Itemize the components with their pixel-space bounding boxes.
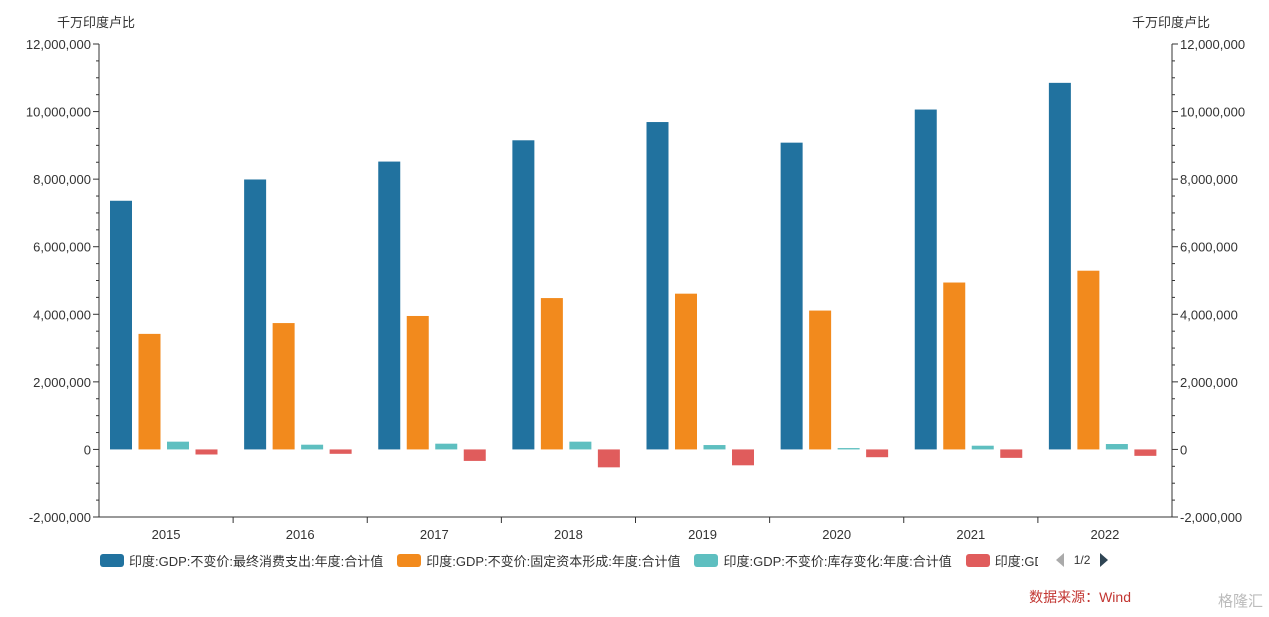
bar xyxy=(597,449,620,468)
legend-prev-icon[interactable] xyxy=(1055,553,1064,567)
legend-swatch xyxy=(965,553,990,567)
x-tick-label: 2021 xyxy=(956,527,985,542)
legend-swatch xyxy=(397,553,422,567)
left-axis-unit: 千万印度卢比 xyxy=(57,15,136,30)
bar xyxy=(1000,449,1023,458)
right-y-tick-label: -2,000,000 xyxy=(1180,510,1242,525)
bar xyxy=(914,109,937,450)
bar xyxy=(195,449,218,455)
legend-label: 印度:GDP:不 xyxy=(994,553,1038,569)
right-y-tick-label: 8,000,000 xyxy=(1180,172,1238,187)
x-tick-label: 2022 xyxy=(1090,527,1119,542)
bar xyxy=(1134,449,1157,456)
bar xyxy=(1077,270,1100,450)
right-y-tick-label: 10,000,000 xyxy=(1180,105,1245,120)
bar xyxy=(971,445,994,450)
bar xyxy=(809,310,832,450)
x-tick-label: 2017 xyxy=(420,527,449,542)
legend-label: 印度:GDP:不变价:库存变化:年度:合计值 xyxy=(723,553,952,569)
bar xyxy=(1048,82,1071,450)
x-tick-label: 2015 xyxy=(152,527,181,542)
bar xyxy=(329,449,352,454)
bar xyxy=(512,140,535,450)
watermark-logo: 格隆汇 xyxy=(1217,593,1263,610)
right-y-tick-label: 0 xyxy=(1180,442,1187,457)
legend-item-fourth[interactable]: 印度:GDP:不 xyxy=(965,551,1038,570)
bar xyxy=(866,449,889,458)
right-y-tick-label: 6,000,000 xyxy=(1180,240,1238,255)
bar xyxy=(569,441,592,450)
bar xyxy=(837,448,860,450)
bar xyxy=(463,449,486,461)
left-y-tick-label: -2,000,000 xyxy=(29,510,91,525)
bar xyxy=(272,323,295,450)
right-y-tick-label: 2,000,000 xyxy=(1180,375,1238,390)
left-y-tick-label: 6,000,000 xyxy=(33,240,91,255)
bar xyxy=(244,179,267,450)
legend-item-inventory[interactable]: 印度:GDP:不变价:库存变化:年度:合计值 xyxy=(694,551,952,570)
left-y-tick-label: 10,000,000 xyxy=(26,105,91,120)
x-tick-label: 2020 xyxy=(822,527,851,542)
x-tick-label: 2016 xyxy=(286,527,315,542)
left-y-tick-label: 4,000,000 xyxy=(33,307,91,322)
legend: 印度:GDP:不变价:最终消费支出:年度:合计值 印度:GDP:不变价:固定资本… xyxy=(100,549,1150,571)
right-y-tick-label: 4,000,000 xyxy=(1180,307,1238,322)
bar xyxy=(110,200,132,450)
bar xyxy=(780,142,803,450)
bar xyxy=(943,282,966,450)
bar xyxy=(167,441,189,450)
right-y-tick-label: 12,000,000 xyxy=(1180,37,1245,52)
bar xyxy=(732,449,754,466)
left-y-tick-label: 8,000,000 xyxy=(33,172,91,187)
bar xyxy=(646,122,669,450)
legend-item-fixed-capital[interactable]: 印度:GDP:不变价:固定资本形成:年度:合计值 xyxy=(397,551,680,570)
legend-label: 印度:GDP:不变价:固定资本形成:年度:合计值 xyxy=(426,553,681,569)
right-axis-unit: 千万印度卢比 xyxy=(1132,15,1211,30)
legend-item-consumption[interactable]: 印度:GDP:不变价:最终消费支出:年度:合计值 xyxy=(100,551,383,570)
bar xyxy=(1105,444,1128,450)
left-y-tick-label: 0 xyxy=(84,442,91,457)
data-source: 数据来源：Wind xyxy=(1029,589,1131,605)
bar xyxy=(703,445,726,450)
bar xyxy=(406,315,429,450)
x-tick-label: 2019 xyxy=(688,527,717,542)
bar xyxy=(540,298,563,450)
bar xyxy=(675,293,697,450)
legend-swatch xyxy=(100,553,124,567)
legend-next-icon[interactable] xyxy=(1100,553,1109,567)
legend-swatch xyxy=(694,553,719,567)
bar xyxy=(378,161,401,450)
x-tick-label: 2018 xyxy=(554,527,583,542)
legend-pager: 1/2 xyxy=(1055,553,1109,567)
bar xyxy=(138,333,161,450)
bar xyxy=(301,444,324,450)
left-y-tick-label: 12,000,000 xyxy=(26,37,91,52)
left-y-tick-label: 2,000,000 xyxy=(33,375,91,390)
legend-page-indicator: 1/2 xyxy=(1073,553,1091,567)
legend-label: 印度:GDP:不变价:最终消费支出:年度:合计值 xyxy=(129,553,384,569)
bar xyxy=(435,443,458,450)
